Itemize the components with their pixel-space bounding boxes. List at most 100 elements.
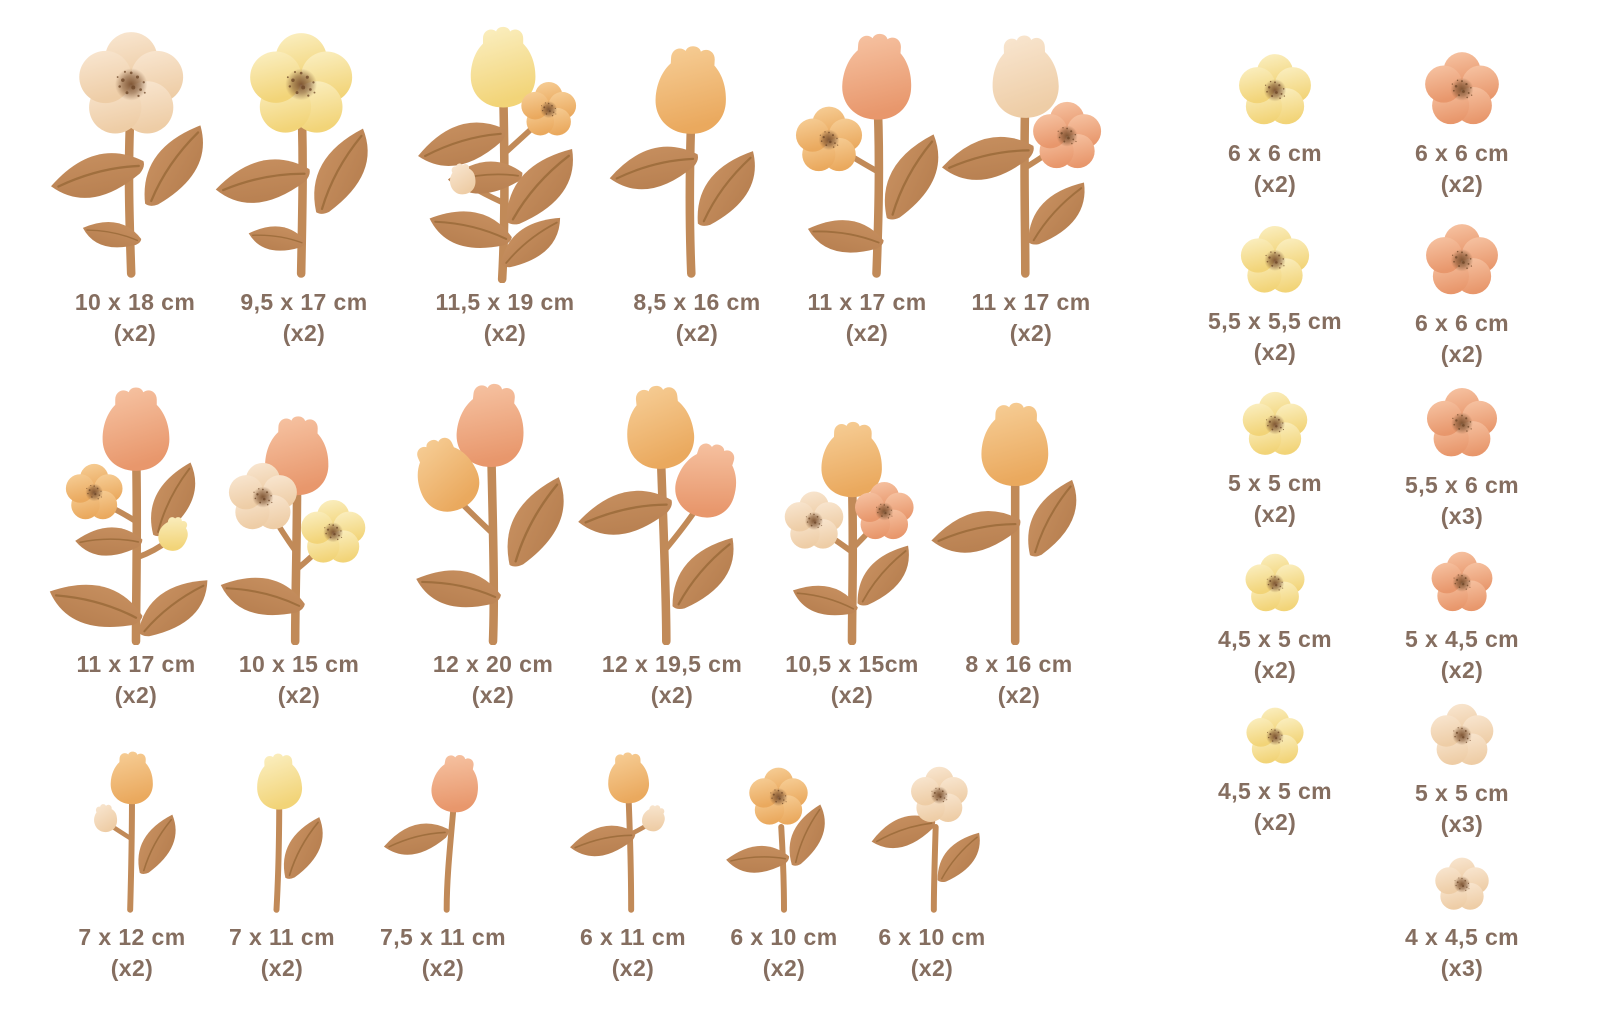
flower-head-yellow-2: 5,5 x 5,5 cm (x2) (1187, 224, 1363, 368)
size-label: 4,5 x 5 cm (x2) (1218, 776, 1332, 838)
flower-plant-13: 7 x 12 cm (x2) (52, 748, 212, 984)
quantity-text: (x2) (1440, 657, 1484, 683)
quantity-text: (x2) (260, 955, 304, 981)
flower-head-illustration (1236, 52, 1314, 130)
flower-plant-10: 12 x 19,5 cm (x2) (577, 382, 767, 711)
quantity-text: (x2) (762, 955, 806, 981)
size-label: 5,5 x 6 cm (x3) (1405, 470, 1519, 532)
size-label: 4,5 x 5 cm (x2) (1218, 624, 1332, 686)
size-text: 5 x 5 cm (1228, 470, 1322, 496)
flower-head-illustration (1422, 50, 1502, 130)
size-text: 6 x 6 cm (1228, 140, 1322, 166)
quantity-text: (x2) (114, 682, 158, 708)
flower-plant-15: 7,5 x 11 cm (x2) (363, 748, 523, 984)
size-label: 7,5 x 11 cm (x2) (380, 922, 506, 984)
flower-illustration (852, 748, 1012, 918)
flower-illustration (52, 748, 212, 918)
quantity-text: (x2) (1440, 341, 1484, 367)
size-label: 8 x 16 cm (x2) (965, 649, 1072, 711)
size-label: 9,5 x 17 cm (x2) (240, 287, 367, 349)
flower-illustration (602, 20, 792, 283)
flower-illustration (410, 20, 600, 283)
size-label: 11,5 x 19 cm (x2) (435, 287, 574, 349)
quantity-text: (x2) (1253, 657, 1297, 683)
flower-plant-4: 8,5 x 16 cm (x2) (602, 20, 792, 349)
quantity-text: (x2) (421, 955, 465, 981)
flower-head-illustration (1423, 222, 1501, 300)
size-label: 6 x 10 cm (x2) (730, 922, 837, 984)
quantity-text: (x2) (845, 320, 889, 346)
size-label: 7 x 12 cm (x2) (78, 922, 185, 984)
flower-plant-3: 11,5 x 19 cm (x2) (410, 20, 600, 349)
size-text: 11,5 x 19 cm (435, 289, 575, 315)
size-label: 5 x 5 cm (x3) (1415, 778, 1509, 840)
size-label: 10,5 x 15cm (x2) (785, 649, 919, 711)
size-label: 5 x 5 cm (x2) (1228, 468, 1322, 530)
quantity-text: (x2) (1253, 501, 1297, 527)
flower-head-illustration (1429, 550, 1495, 616)
size-text: 4,5 x 5 cm (1218, 778, 1332, 804)
size-text: 6 x 10 cm (878, 924, 986, 950)
size-text: 7 x 11 cm (229, 924, 335, 950)
flower-head-illustration (1240, 390, 1310, 460)
quantity-text: (x3) (1440, 503, 1484, 529)
quantity-text: (x2) (1253, 339, 1297, 365)
flower-head-illustration (1433, 856, 1491, 914)
quantity-text: (x2) (675, 320, 719, 346)
flower-illustration (202, 748, 362, 918)
flower-illustration (398, 382, 588, 645)
size-label: 6 x 6 cm (x2) (1228, 138, 1322, 200)
flower-head-yellow-1: 6 x 6 cm (x2) (1187, 52, 1363, 200)
flower-head-cream-1: 5 x 5 cm (x3) (1374, 702, 1550, 840)
size-text: 5,5 x 5,5 cm (1208, 308, 1342, 334)
size-text: 9,5 x 17 cm (240, 289, 368, 315)
size-label: 5 x 4,5 cm (x2) (1405, 624, 1519, 686)
size-text: 5 x 4,5 cm (1405, 626, 1519, 652)
quantity-text: (x3) (1440, 955, 1484, 981)
quantity-text: (x2) (277, 682, 321, 708)
flower-illustration (577, 382, 767, 645)
flower-illustration (924, 382, 1114, 645)
quantity-text: (x2) (113, 320, 157, 346)
flower-illustration (936, 20, 1126, 283)
flower-plant-14: 7 x 11 cm (x2) (202, 748, 362, 984)
size-label: 11 x 17 cm (x2) (971, 287, 1090, 349)
size-text: 8 x 16 cm (965, 651, 1073, 677)
flower-head-illustration (1238, 224, 1312, 298)
quantity-text: (x2) (611, 955, 655, 981)
quantity-text: (x2) (1253, 171, 1297, 197)
size-text: 6 x 6 cm (1415, 310, 1509, 336)
flower-head-salmon-1: 6 x 6 cm (x2) (1374, 50, 1550, 200)
size-text: 11 x 17 cm (807, 289, 927, 315)
quantity-text: (x2) (471, 682, 515, 708)
flower-illustration (757, 382, 947, 645)
flower-plant-1: 10 x 18 cm (x2) (40, 20, 230, 349)
quantity-text: (x3) (1440, 811, 1484, 837)
flower-head-illustration (1428, 702, 1496, 770)
size-label: 12 x 20 cm (x2) (433, 649, 553, 711)
flower-plant-18: 6 x 10 cm (x2) (852, 748, 1012, 984)
size-label: 6 x 10 cm (x2) (878, 922, 985, 984)
flower-illustration (363, 748, 523, 918)
size-text: 7,5 x 11 cm (380, 924, 506, 950)
flower-head-yellow-4: 4,5 x 5 cm (x2) (1187, 552, 1363, 686)
size-label: 7 x 11 cm (x2) (229, 922, 335, 984)
size-text: 10,5 x 15cm (785, 651, 919, 677)
quantity-text: (x2) (1253, 809, 1297, 835)
flower-illustration (553, 748, 713, 918)
flower-head-yellow-3: 5 x 5 cm (x2) (1187, 390, 1363, 530)
quantity-text: (x2) (110, 955, 154, 981)
flower-plant-11: 10,5 x 15cm (x2) (757, 382, 947, 711)
size-label: 8,5 x 16 cm (x2) (633, 287, 760, 349)
flower-plant-9: 12 x 20 cm (x2) (398, 382, 588, 711)
size-label: 12 x 19,5 cm (x2) (602, 649, 742, 711)
size-text: 12 x 20 cm (432, 651, 554, 677)
size-label: 10 x 15 cm (x2) (239, 649, 359, 711)
size-label: 4 x 4,5 cm (x3) (1405, 922, 1519, 984)
flower-illustration (204, 382, 394, 645)
flower-plant-17: 6 x 10 cm (x2) (704, 748, 864, 984)
size-label: 11 x 17 cm (x2) (807, 287, 926, 349)
flower-plant-6: 11 x 17 cm (x2) (936, 20, 1126, 349)
flower-plant-5: 11 x 17 cm (x2) (772, 20, 962, 349)
flower-head-illustration (1244, 706, 1306, 768)
